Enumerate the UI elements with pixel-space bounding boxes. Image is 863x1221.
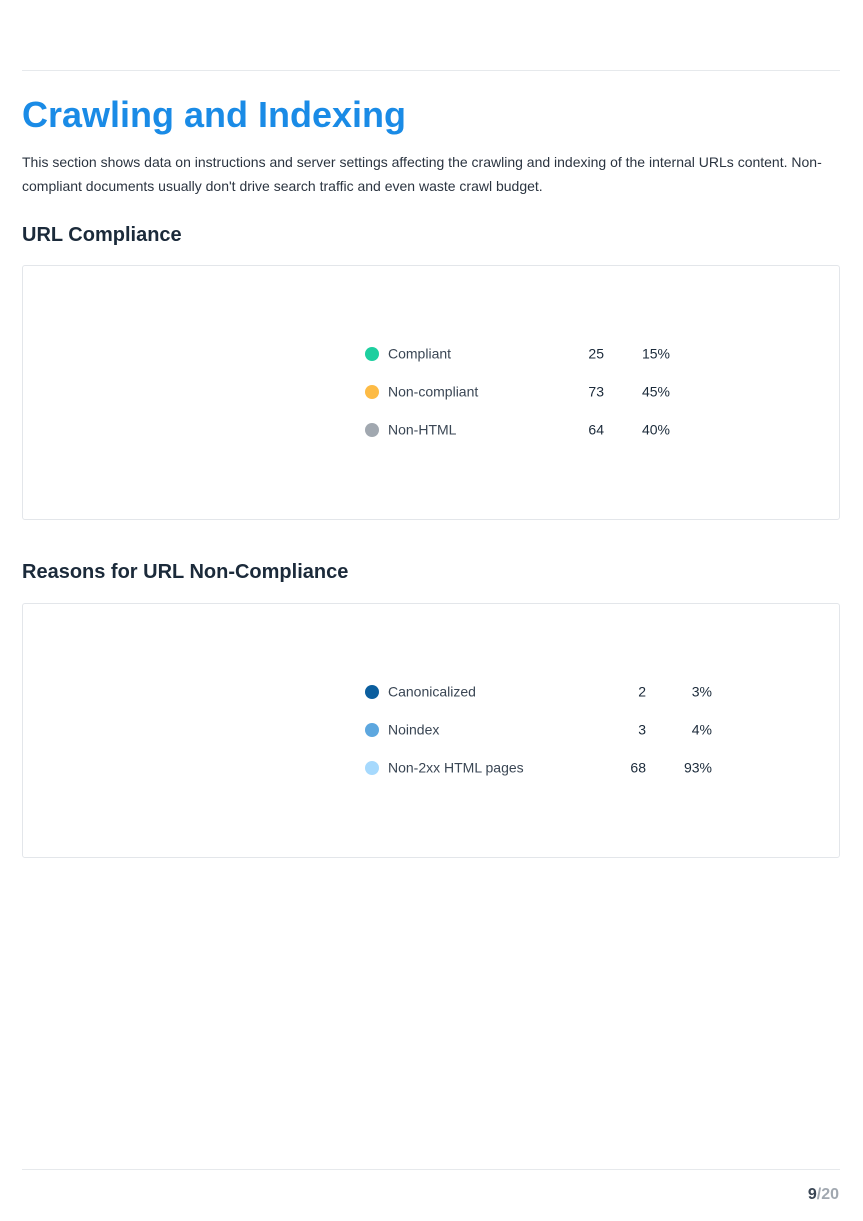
chart-title: URL Compliance [22,224,182,246]
legend-value: 73 [588,384,604,400]
bottom-rule [22,1169,840,1170]
slice-label: 39.5% [64,361,95,373]
legend-label: Non-compliant [388,384,478,400]
page-number: 9/20 [808,1186,839,1204]
chart-card: 15.4% Compliant 25 15% 45.1% Non-compliant 73 4… [22,265,840,520]
slice-label: 45.1% [197,446,228,458]
legend-dot [365,423,379,437]
legend-percent: 40% [642,422,670,438]
legend-dot [365,685,379,699]
slice-label: 15.4% [179,315,210,327]
legend-percent: 93% [684,760,712,776]
legend-value: 68 [630,760,646,776]
legend-percent: 15% [642,346,670,362]
chart-title: Reasons for URL Non-Compliance [22,561,349,583]
chart-card: Canonicalized 2 3% Noindex 3 4% 93.2% Non-2xx H… [22,603,840,858]
page-total: /20 [816,1186,839,1203]
legend-percent: 3% [692,684,712,700]
legend-label: Compliant [388,346,451,362]
slice-label: 93.2% [124,805,155,817]
legend-value: 2 [638,684,646,700]
legend-label: Non-HTML [388,422,457,438]
legend-percent: 4% [692,722,712,738]
donut-chart: 15.4% Compliant 25 15% 45.1% Non-compliant 73 4… [64,315,670,458]
legend-label: Non-2xx HTML pages [388,760,524,776]
legend-value: 25 [588,346,604,362]
legend-label: Noindex [388,722,439,738]
page-title: Crawling and Indexing [22,94,407,135]
page-current: 9 [807,1186,817,1203]
description: This section shows data on instructions … [22,154,822,194]
legend-label: Canonicalized [388,684,476,700]
legend-dot [365,723,379,737]
top-rule [22,70,840,71]
legend-value: 64 [588,422,604,438]
legend-dot [365,385,379,399]
legend-value: 3 [638,722,646,738]
legend-dot [365,347,379,361]
legend-percent: 45% [642,384,670,400]
legend-dot [365,761,379,775]
donut-chart: Canonicalized 2 3% Noindex 3 4% 93.2% Non-2xx H… [124,684,712,817]
